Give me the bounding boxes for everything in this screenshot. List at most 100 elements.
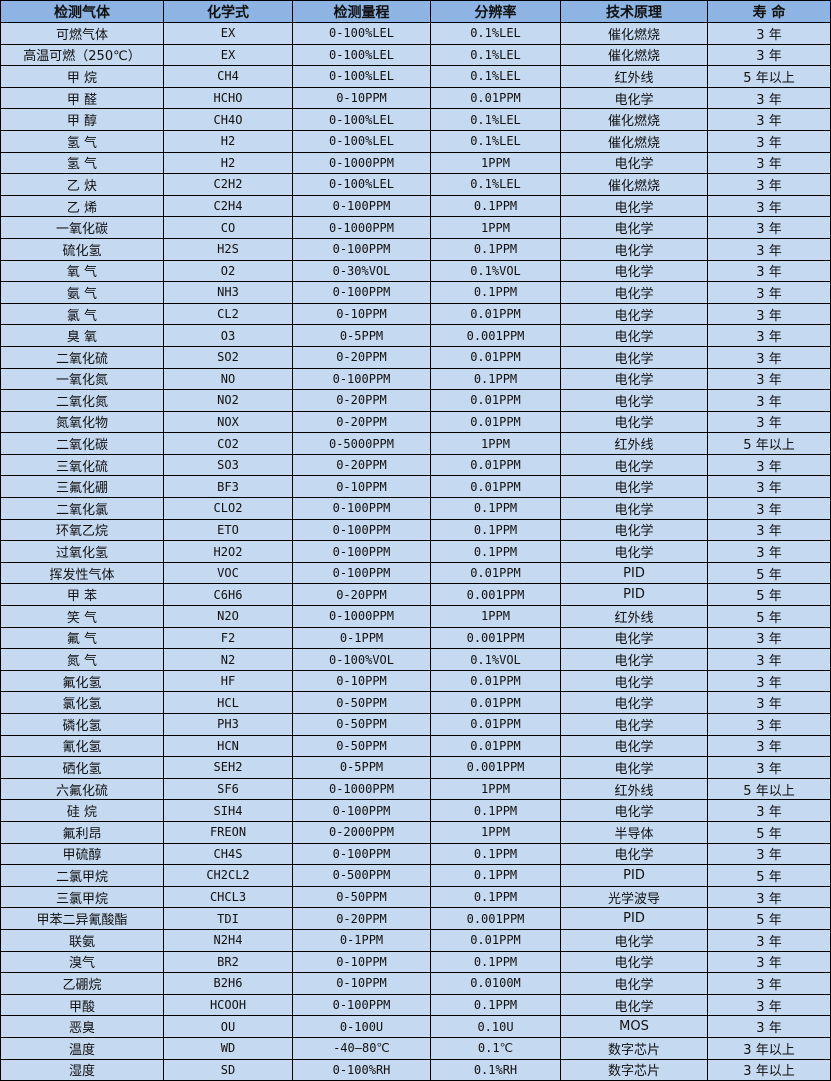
table-row: 恶臭 OU 0-100U 0.10U MOS 3 年 <box>0 1015 831 1038</box>
formula-cell: C2H2 <box>163 173 293 196</box>
principle-cell: 数字芯片 <box>560 1058 708 1081</box>
lifespan-cell: 3 年 <box>707 389 831 412</box>
principle-cell: 电化学 <box>560 518 708 542</box>
resolution-cell: 0.01PPM <box>430 86 561 110</box>
resolution-cell: 0.1%LEL <box>430 173 561 196</box>
range-cell: 0-20PPM <box>292 389 431 412</box>
range-cell: 0-100PPM <box>292 237 431 261</box>
lifespan-cell: 3 年 <box>707 669 831 693</box>
principle-cell: 电化学 <box>560 950 708 974</box>
resolution-cell: 0.01PPM <box>430 453 561 477</box>
resolution-cell: 0.01PPM <box>430 669 561 693</box>
gas-cell: 湿度 <box>0 1058 164 1081</box>
lifespan-cell: 3 年 <box>707 302 831 326</box>
range-cell: 0-10PPM <box>292 950 431 974</box>
resolution-cell: 0.1℃ <box>430 1036 561 1060</box>
principle-cell: 电化学 <box>560 669 708 693</box>
resolution-cell: 0.1PPM <box>430 194 561 218</box>
table-row: 甲 醛 HCHO 0-10PPM 0.01PPM 电化学 3 年 <box>0 86 831 110</box>
resolution-cell: 0.001PPM <box>430 583 561 607</box>
lifespan-cell: 3 年 <box>707 367 831 391</box>
principle-cell: 电化学 <box>560 497 708 520</box>
formula-cell: H2S <box>163 237 293 261</box>
resolution-cell: 0.1%LEL <box>430 43 561 67</box>
resolution-cell: 1PPM <box>430 216 561 239</box>
gas-cell: 高温可燃（250℃） <box>0 43 164 67</box>
resolution-cell: 1PPM <box>430 777 561 801</box>
principle-cell: 电化学 <box>560 453 708 477</box>
principle-cell: 电化学 <box>560 389 708 412</box>
lifespan-cell: 3 年 <box>707 475 831 499</box>
range-cell: -40—80℃ <box>292 1036 431 1060</box>
principle-cell: 电化学 <box>560 756 708 779</box>
lifespan-cell: 5 年 <box>707 820 831 844</box>
formula-cell: CHCL3 <box>163 885 293 909</box>
principle-cell: 电化学 <box>560 216 708 239</box>
formula-cell: CH4S <box>163 842 293 866</box>
table-row: 二氯甲烷 CH2CL2 0-500PPM 0.1PPM PID 5 年 <box>0 864 831 887</box>
formula-cell: HF <box>163 669 293 693</box>
table-row: 乙 炔 C2H2 0-100%LEL 0.1%LEL 催化燃烧 3 年 <box>0 173 831 196</box>
gas-cell: 乙 烯 <box>0 194 164 218</box>
resolution-cell: 0.1PPM <box>430 497 561 520</box>
lifespan-cell: 3 年 <box>707 799 831 822</box>
resolution-cell: 0.1%LEL <box>430 65 561 88</box>
resolution-cell: 0.01PPM <box>430 302 561 326</box>
principle-cell: PID <box>560 907 708 930</box>
table-row: 硅 烷 SIH4 0-100PPM 0.1PPM 电化学 3 年 <box>0 799 831 822</box>
principle-cell: PID <box>560 583 708 607</box>
formula-cell: C6H6 <box>163 583 293 607</box>
range-cell: 0-1000PPM <box>292 216 431 239</box>
formula-cell: O3 <box>163 324 293 347</box>
lifespan-cell: 3 年 <box>707 345 831 369</box>
header-gas: 检测气体 <box>0 0 164 23</box>
principle-cell: 电化学 <box>560 734 708 758</box>
table-row: 氯化氢 HCL 0-50PPM 0.01PPM 电化学 3 年 <box>0 691 831 714</box>
gas-cell: 二氯甲烷 <box>0 864 164 887</box>
lifespan-cell: 3 年 <box>707 950 831 974</box>
lifespan-cell: 3 年 <box>707 410 831 434</box>
formula-cell: HCL <box>163 691 293 714</box>
formula-cell: FREON <box>163 820 293 844</box>
formula-cell: SF6 <box>163 777 293 801</box>
lifespan-cell: 5 年以上 <box>707 777 831 801</box>
principle-cell: 电化学 <box>560 799 708 822</box>
table-row: 三氟化硼 BF3 0-10PPM 0.01PPM 电化学 3 年 <box>0 475 831 499</box>
gas-cell: 二氧化氮 <box>0 389 164 412</box>
formula-cell: NO <box>163 367 293 391</box>
principle-cell: 电化学 <box>560 691 708 714</box>
formula-cell: BF3 <box>163 475 293 499</box>
table-row: 氧 气 O2 0-30%VOL 0.1%VOL 电化学 3 年 <box>0 259 831 283</box>
table-row: 甲 醇 CH4O 0-100%LEL 0.1%LEL 催化燃烧 3 年 <box>0 108 831 131</box>
range-cell: 0-50PPM <box>292 734 431 758</box>
range-cell: 0-100PPM <box>292 842 431 866</box>
resolution-cell: 0.1PPM <box>430 237 561 261</box>
gas-cell: 磷化氢 <box>0 713 164 736</box>
gas-cell: 笑 气 <box>0 605 164 628</box>
header-range: 检测量程 <box>292 0 431 23</box>
range-cell: 0-100PPM <box>292 281 431 304</box>
gas-cell: 联氨 <box>0 928 164 952</box>
lifespan-cell: 3 年以上 <box>707 1036 831 1060</box>
formula-cell: EX <box>163 22 293 45</box>
formula-cell: CH2CL2 <box>163 864 293 887</box>
table-row: 硒化氢 SEH2 0-5PPM 0.001PPM 电化学 3 年 <box>0 756 831 779</box>
principle-cell: 电化学 <box>560 713 708 736</box>
resolution-cell: 0.01PPM <box>430 345 561 369</box>
gas-cell: 乙硼烷 <box>0 972 164 995</box>
principle-cell: 红外线 <box>560 432 708 455</box>
formula-cell: WD <box>163 1036 293 1060</box>
gas-cell: 氯 气 <box>0 302 164 326</box>
range-cell: 0-20PPM <box>292 583 431 607</box>
principle-cell: 电化学 <box>560 345 708 369</box>
lifespan-cell: 3 年 <box>707 216 831 239</box>
lifespan-cell: 5 年以上 <box>707 432 831 455</box>
gas-cell: 氟化氢 <box>0 669 164 693</box>
gas-cell: 硅 烷 <box>0 799 164 822</box>
table-row: 温度 WD -40—80℃ 0.1℃ 数字芯片 3 年以上 <box>0 1036 831 1060</box>
gas-cell: 一氧化碳 <box>0 216 164 239</box>
range-cell: 0-100%LEL <box>292 108 431 131</box>
table-row: 乙 烯 C2H4 0-100PPM 0.1PPM 电化学 3 年 <box>0 194 831 218</box>
table-row: 甲酸 HCOOH 0-100PPM 0.1PPM 电化学 3 年 <box>0 993 831 1017</box>
